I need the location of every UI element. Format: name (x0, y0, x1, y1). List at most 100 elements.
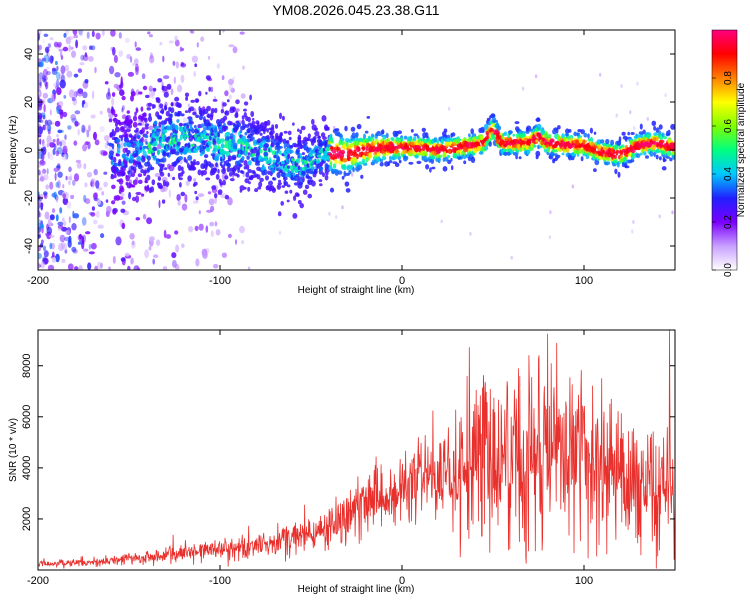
noise-blob (38, 169, 41, 176)
energy-blob (366, 116, 371, 119)
energy-blob (569, 143, 573, 150)
noise-blob (62, 145, 68, 154)
snr-series-line (38, 330, 675, 569)
noise-blob (224, 90, 229, 97)
energy-blob (125, 128, 131, 133)
energy-blob (229, 178, 235, 182)
energy-blob (616, 150, 621, 154)
energy-blob (636, 134, 641, 140)
energy-blob (137, 173, 143, 178)
noise-blob (168, 40, 175, 44)
energy-blob (297, 142, 302, 147)
energy-blob (593, 131, 597, 135)
energy-blob (307, 176, 313, 180)
noise-blob (56, 146, 63, 155)
energy-blob (299, 129, 303, 135)
noise-blob (53, 143, 57, 150)
noise-blob (174, 230, 179, 235)
noise-blob (88, 124, 91, 132)
energy-blob (282, 173, 286, 177)
energy-blob (184, 92, 190, 98)
energy-blob (512, 133, 515, 137)
noise-blob (200, 36, 205, 42)
noise-blob (106, 205, 112, 214)
noise-blob (68, 180, 71, 186)
noise-blob (177, 84, 183, 92)
noise-blob (94, 192, 98, 200)
noise-blob (56, 65, 59, 71)
energy-blob (297, 128, 300, 132)
energy-blob (618, 136, 622, 143)
energy-blob (224, 175, 229, 180)
energy-blob (485, 130, 489, 136)
noise-blob (190, 30, 195, 34)
energy-blob (121, 171, 126, 177)
noise-blob (78, 233, 82, 240)
energy-blob (336, 146, 339, 153)
noise-blob (73, 34, 78, 39)
energy-blob (283, 142, 287, 149)
noise-blob (44, 124, 50, 131)
energy-blob (299, 203, 305, 209)
x-tick-label: -100 (209, 575, 231, 587)
noise-blob (86, 31, 90, 39)
noise-blob (74, 266, 79, 270)
noise-blob (162, 266, 168, 270)
energy-blob (161, 85, 165, 91)
noise-blob (54, 172, 57, 181)
energy-blob (365, 146, 369, 152)
energy-blob (535, 150, 541, 157)
energy-blob (195, 196, 199, 201)
noise-blob (56, 106, 60, 115)
energy-blob (158, 185, 164, 189)
noise-blob (175, 244, 180, 253)
energy-blob (655, 127, 660, 133)
energy-blob (241, 170, 245, 174)
noise-blob (148, 85, 153, 92)
noise-blob (47, 264, 55, 270)
energy-blob (241, 115, 245, 120)
energy-blob (114, 162, 119, 167)
energy-blob (144, 134, 149, 139)
noise-blob (58, 48, 63, 52)
energy-blob (181, 170, 185, 175)
noise-blob (135, 191, 142, 196)
energy-blob (224, 194, 230, 200)
noise-blob (599, 72, 602, 77)
energy-blob (167, 147, 171, 151)
noise-blob (175, 263, 180, 270)
noise-blob (228, 78, 234, 86)
energy-blob (193, 159, 196, 163)
energy-blob (496, 125, 502, 131)
energy-blob (643, 151, 647, 156)
noise-blob (72, 210, 75, 219)
x-tick-label: -200 (27, 275, 49, 287)
energy-blob (631, 152, 635, 158)
noise-blob (57, 129, 63, 134)
energy-blob (236, 122, 241, 128)
noise-blob (68, 176, 73, 181)
energy-blob (155, 130, 160, 137)
energy-blob (193, 181, 198, 186)
noise-blob (162, 55, 165, 63)
energy-blob (177, 138, 181, 142)
energy-blob (565, 138, 569, 142)
noise-blob (41, 75, 47, 82)
noise-blob (341, 205, 344, 210)
energy-blob (142, 150, 147, 157)
noise-blob (55, 79, 60, 88)
noise-blob (52, 251, 55, 258)
noise-blob (93, 131, 97, 141)
energy-blob (293, 182, 299, 186)
energy-blob (263, 151, 269, 157)
energy-blob (147, 102, 153, 107)
noise-blob (41, 98, 46, 105)
energy-blob (400, 136, 404, 143)
energy-blob (430, 158, 435, 164)
energy-blob (263, 147, 268, 151)
noise-blob (52, 139, 56, 143)
noise-blob (658, 214, 661, 219)
energy-blob (606, 157, 610, 162)
energy-blob (284, 190, 289, 194)
energy-blob (177, 156, 184, 161)
